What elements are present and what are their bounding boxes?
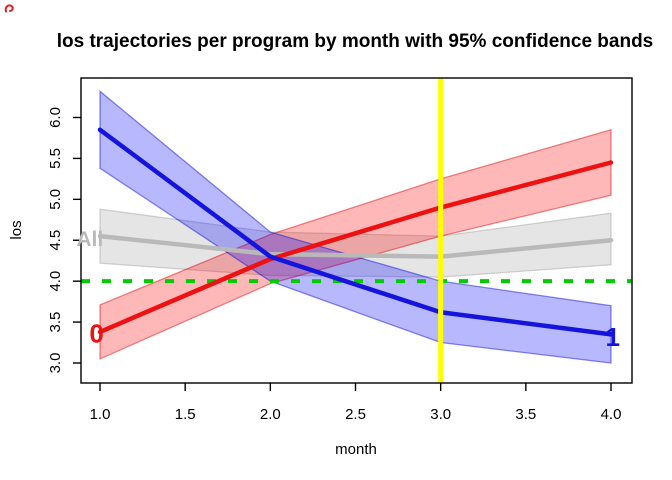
x-tick-label: 4.0	[601, 406, 622, 423]
x-tick-label: 1.0	[90, 406, 111, 423]
y-tick-label: 4.5	[47, 230, 64, 251]
confidence-band-0	[99, 128, 612, 360]
trajectory-line-1	[97, 127, 614, 337]
y-axis-label: los	[8, 220, 25, 239]
x-tick-label: 2.0	[260, 406, 281, 423]
chart-layers: 1.0 1.5 2.0 2.5 3.0 3.5 4.0 3.0 3.5 4.0 4.5 5.0 5.5 6…	[47, 77, 633, 423]
confidence-band-All	[99, 208, 612, 278]
x-tick-label: 3.5	[515, 406, 536, 423]
trajectory-line-All	[97, 233, 614, 259]
x-axis-label: month	[335, 441, 377, 458]
series-label-1: 1	[605, 322, 619, 352]
x-tick-label: 1.5	[175, 406, 196, 423]
y-tick-label: 3.5	[47, 312, 64, 333]
chart-title: los trajectories per program by month wi…	[57, 31, 654, 52]
trajectory-line-0	[97, 160, 614, 335]
y-tick-label: 6.0	[47, 107, 64, 128]
confidence-band-1	[99, 89, 612, 364]
series-label-All: All	[76, 228, 103, 251]
series-label-0: 0	[89, 319, 103, 349]
plot-box	[80, 77, 633, 384]
x-tick-label: 2.5	[345, 406, 366, 423]
corner-scribble-mark	[4, 4, 14, 13]
y-tick-label: 3.0	[47, 353, 64, 374]
y-tick-label: 5.5	[47, 148, 64, 169]
y-tick-label: 5.0	[47, 189, 64, 210]
y-tick-label: 4.0	[47, 271, 64, 292]
x-tick-label: 3.0	[430, 406, 451, 423]
